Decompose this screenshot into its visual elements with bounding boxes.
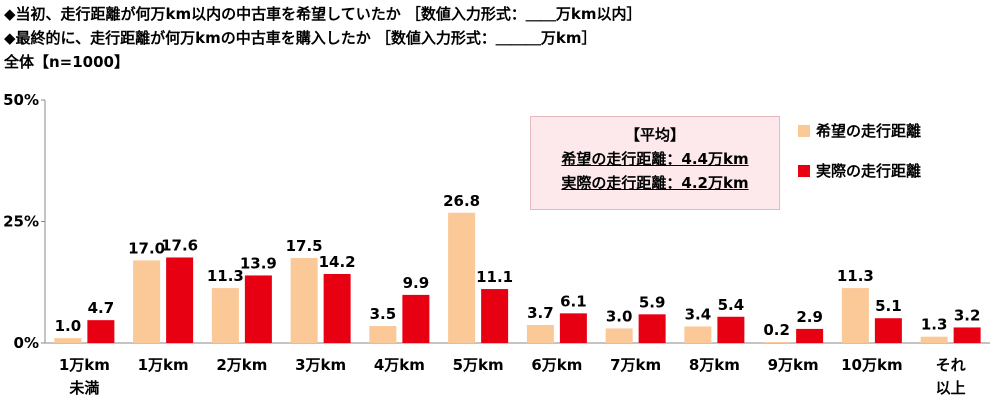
data-label-actual: 13.9 (240, 254, 277, 272)
bar-desired (526, 325, 554, 343)
data-label-actual: 9.9 (403, 274, 430, 292)
y-tick-label: 50% (3, 91, 39, 109)
data-label-desired: 17.5 (286, 237, 323, 255)
data-label-desired: 26.8 (443, 192, 480, 210)
bar-actual (166, 257, 194, 343)
bar-actual (638, 314, 666, 343)
bar-desired (605, 328, 633, 343)
x-tick-label: それ以上 (936, 356, 966, 397)
x-tick-label: 3万km (295, 356, 346, 374)
legend-label-actual: 実際の走行距離 (816, 162, 922, 180)
data-label-desired: 11.3 (837, 267, 874, 285)
bar-actual (717, 316, 745, 343)
x-tick-label: 1万km 未満 (59, 356, 110, 397)
data-label-actual: 5.1 (875, 297, 902, 315)
legend-swatch-actual (798, 165, 810, 177)
data-label-actual: 4.7 (88, 299, 115, 317)
data-label-actual: 5.9 (639, 293, 666, 311)
x-tick-label: 5万km (453, 356, 504, 374)
bar-desired (763, 342, 791, 343)
bar-desired (684, 326, 712, 343)
y-tick-label: 25% (3, 213, 39, 231)
bar-desired (841, 288, 869, 343)
bar-desired (54, 338, 82, 343)
data-label-desired: 11.3 (207, 267, 244, 285)
data-label-actual: 2.9 (796, 308, 823, 326)
x-tick-label: 2万km (216, 356, 267, 374)
legend-label-desired: 希望の走行距離 (816, 122, 922, 140)
bar-actual (87, 320, 115, 343)
data-label-actual: 6.1 (560, 292, 587, 310)
average-title: 【平均】 (624, 126, 685, 144)
data-label-desired: 1.3 (921, 316, 948, 334)
bar-actual (244, 275, 272, 343)
bar-desired (133, 260, 161, 343)
question-2-title: ◆最終的に、走行距離が何万kmの中古車を購入したか ［数値入力形式：＿＿＿万km… (4, 29, 597, 47)
x-tick-label: 6万km (531, 356, 582, 374)
data-label-desired: 3.4 (685, 305, 712, 323)
average-box: 【平均】 希望の走行距離：4.4万km 実際の走行距離：4.2万km (530, 116, 780, 210)
data-label-actual: 14.2 (319, 253, 356, 271)
legend-swatch-desired (798, 125, 810, 137)
data-label-actual: 3.2 (954, 306, 981, 324)
x-tick-label: 10万km (841, 356, 902, 374)
data-label-desired: 0.2 (763, 321, 790, 339)
bar-desired (369, 325, 397, 343)
y-tick-label: 0% (14, 334, 39, 352)
bar-actual (402, 294, 430, 343)
data-label-desired: 17.0 (128, 239, 165, 257)
x-tick-label: 1万km (138, 356, 189, 374)
x-tick-label: 9万km (768, 356, 819, 374)
question-1-title: ◆当初、走行距離が何万km以内の中古車を希望していたか ［数値入力形式：＿＿万k… (4, 5, 642, 23)
bar-desired (448, 212, 476, 343)
data-label-desired: 3.7 (527, 304, 554, 322)
data-label-desired: 3.5 (370, 305, 397, 323)
bar-desired (290, 257, 318, 343)
bar-actual (481, 289, 509, 343)
data-label-actual: 11.1 (476, 268, 513, 286)
data-label-actual: 5.4 (718, 296, 745, 314)
data-label-desired: 3.0 (606, 307, 633, 325)
average-desired: 希望の走行距離：4.4万km (561, 150, 749, 168)
bar-actual (874, 318, 902, 343)
x-tick-label: 8万km (689, 356, 740, 374)
bar-actual (323, 273, 351, 343)
bar-desired (211, 288, 239, 343)
legend-item-desired: 希望の走行距離 (798, 120, 921, 141)
legend-item-actual: 実際の走行距離 (798, 160, 921, 181)
x-tick-label: 7万km (610, 356, 661, 374)
data-label-desired: 1.0 (55, 317, 82, 335)
average-actual: 実際の走行距離：4.2万km (561, 174, 749, 192)
bar-actual (559, 313, 587, 343)
data-label-actual: 17.6 (161, 236, 198, 254)
bar-actual (796, 328, 824, 343)
x-tick-label: 4万km (374, 356, 425, 374)
sample-size-label: 全体【n=1000】 (4, 53, 129, 71)
bar-actual (953, 327, 981, 343)
bar-desired (920, 336, 948, 343)
